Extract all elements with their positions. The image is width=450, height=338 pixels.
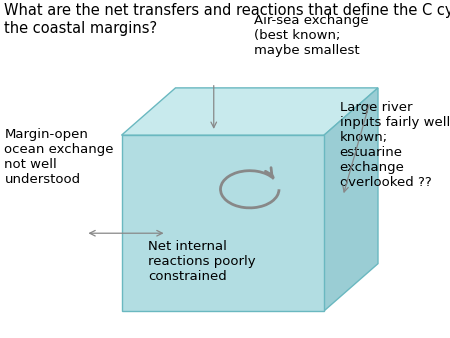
Polygon shape — [122, 88, 378, 135]
Text: Air-sea exchange
(best known;
maybe smallest: Air-sea exchange (best known; maybe smal… — [254, 14, 369, 56]
Text: Margin-open
ocean exchange
not well
understood: Margin-open ocean exchange not well unde… — [4, 128, 114, 187]
Polygon shape — [122, 135, 324, 311]
Text: Large river
inputs fairly well
known;
estuarine
exchange
overlooked ??: Large river inputs fairly well known; es… — [340, 101, 450, 189]
Text: Net internal
reactions poorly
constrained: Net internal reactions poorly constraine… — [148, 240, 256, 283]
Text: What are the net transfers and reactions that define the C cycle in
the coastal : What are the net transfers and reactions… — [4, 3, 450, 36]
Polygon shape — [324, 88, 378, 311]
